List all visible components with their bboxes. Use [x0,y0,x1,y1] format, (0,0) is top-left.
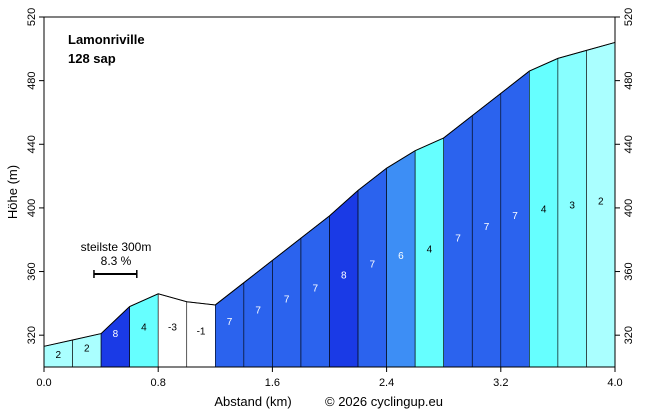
y-tick-label-right: 320 [623,326,635,344]
credit-text: © 2026 cyclingup.eu [325,394,443,409]
segment-gradient-label: 7 [484,222,490,233]
x-tick-label: 0.0 [36,377,51,389]
segment-gradient-label: 4 [541,205,547,216]
y-tick-label-right: 400 [623,199,635,217]
y-tick-label-left: 360 [26,262,38,280]
segment-gradient-label: 7 [227,317,233,328]
segment-gradient-label: 7 [512,211,518,222]
y-tick-label-right: 480 [623,71,635,89]
segment-gradient-label: 7 [312,283,318,294]
segment-gradient-label: 6 [398,251,404,262]
y-tick-label-right: 520 [623,8,635,26]
y-axis-title: Höhe (m) [5,165,20,219]
x-tick-label: 2.4 [379,377,394,389]
y-axis-ticks-right: 320 360 400 440 480 520 [615,8,635,344]
y-tick-label-right: 440 [623,135,635,153]
chart-subtitle: 128 sap [68,51,116,66]
steepest-label: steilste 300m [81,240,152,254]
y-tick-label-left: 480 [26,71,38,89]
segment-gradient-label: 2 [598,197,604,208]
segment-gradient-label: 4 [141,322,147,333]
x-tick-label: 3.2 [493,377,508,389]
profile-segments [43,42,616,368]
steepest-bracket [93,270,138,278]
y-tick-label-left: 400 [26,199,38,217]
segment-gradient-label: 4 [427,244,433,255]
plot-frame [43,16,616,368]
segment-gradient-label: 8 [341,271,347,282]
segment-gradient-label: 7 [370,260,376,271]
segment-gradient-label: 7 [284,295,290,306]
y-tick-label-left: 440 [26,135,38,153]
y-tick-label-right: 360 [623,262,635,280]
x-axis-ticks: 0.0 0.8 1.6 2.4 3.2 4.0 [36,367,623,389]
segment-gradient-label: 2 [55,350,61,361]
segment-gradient-label: -1 [197,326,206,337]
segment-gradient-label: 8 [113,329,119,340]
segment-gradient-label: 7 [455,233,461,244]
segment-gradient-label: 7 [255,306,261,317]
steepest-value: 8.3 % [101,254,132,268]
x-tick-label: 0.8 [151,377,166,389]
segment-gradient-label: 2 [84,344,90,355]
chart-title: Lamonriville [68,32,145,47]
segment-gradient-labels: 2 2 8 4 -3 -1 7 7 7 7 8 7 6 4 7 7 7 4 3 2 [55,197,603,361]
y-tick-label-left: 520 [26,8,38,26]
x-tick-label: 1.6 [265,377,280,389]
segment-gradient-label: -3 [168,322,177,333]
segment-gradient-label: 3 [569,201,575,212]
y-axis-ticks-left: 320 360 400 440 480 520 [26,8,44,344]
profile-line [43,41,616,347]
x-axis-title: Abstand (km) [214,394,291,409]
y-tick-label-left: 320 [26,326,38,344]
x-tick-label: 4.0 [607,377,622,389]
